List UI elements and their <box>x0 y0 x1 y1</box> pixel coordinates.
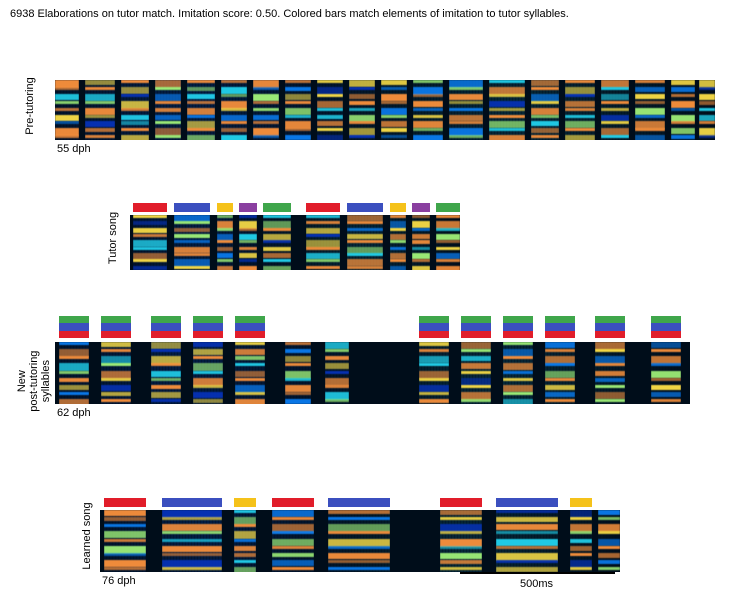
syllable-bar <box>239 203 257 212</box>
stacked-syllable-bar <box>419 316 449 338</box>
stacked-syllable-bar <box>101 316 131 338</box>
syllable-bar <box>104 498 146 507</box>
label-post-tutoring-line3: Newpost-tutoringsyllables <box>16 351 52 412</box>
label-tutor-song: Tutor song <box>107 203 119 273</box>
stacked-syllable-bar <box>461 316 491 338</box>
syllable-bar <box>133 203 167 212</box>
stacked-syllable-bar <box>235 316 265 338</box>
stacked-syllable-bar <box>151 316 181 338</box>
spectrogram-tutor-song <box>130 215 460 270</box>
stacked-syllable-bar <box>651 316 681 338</box>
stacked-syllable-bar <box>59 316 89 338</box>
age-label-pre-tutoring: 55 dph <box>57 143 91 155</box>
syllable-bar <box>306 203 340 212</box>
syllable-bar <box>412 203 430 212</box>
syllable-bar <box>440 498 482 507</box>
label-learned-song: Learned song <box>81 491 93 581</box>
syllable-bar <box>496 498 558 507</box>
age-label-learned-song: 76 dph <box>102 575 136 587</box>
syllable-bar <box>570 498 592 507</box>
syllable-bar <box>263 203 291 212</box>
age-label-post-tutoring: 62 dph <box>57 407 91 419</box>
label-pre-tutoring: Pre-tutoring <box>24 66 36 146</box>
figure-title: 6938 Elaborations on tutor match. Imitat… <box>10 8 569 20</box>
syllable-bar <box>328 498 390 507</box>
spectrogram-post-tutoring <box>55 342 690 404</box>
stacked-syllable-bar <box>545 316 575 338</box>
stacked-syllable-bar <box>595 316 625 338</box>
stacked-syllable-bar <box>503 316 533 338</box>
spectrogram-learned-song <box>100 510 620 572</box>
label-post-tutoring: Newpost-tutoringsyllables <box>16 321 52 441</box>
scale-bar <box>460 572 615 574</box>
scale-bar-label: 500ms <box>520 578 553 590</box>
syllable-bar <box>390 203 406 212</box>
syllable-bar <box>436 203 460 212</box>
syllable-bar <box>162 498 222 507</box>
syllable-bar <box>174 203 210 212</box>
stacked-syllable-bar <box>193 316 223 338</box>
syllable-bar <box>272 498 314 507</box>
syllable-bar <box>234 498 256 507</box>
spectrogram-pre-tutoring <box>55 80 715 140</box>
syllable-bar <box>347 203 383 212</box>
syllable-bar <box>217 203 233 212</box>
